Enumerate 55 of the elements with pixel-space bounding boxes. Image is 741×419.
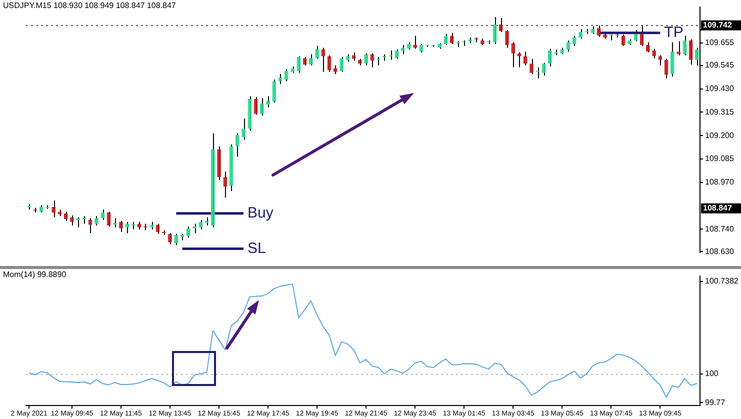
y-tick-label: 100.7382 bbox=[705, 276, 739, 286]
y-tick-label: 108.630 bbox=[705, 246, 734, 256]
y-tick-label: 109.545 bbox=[705, 60, 734, 70]
candlestick bbox=[498, 17, 503, 33]
candlestick bbox=[364, 52, 368, 66]
y-tick-label: 99.77 bbox=[705, 398, 726, 407]
y-tick-label: 108.740 bbox=[705, 224, 734, 234]
candlestick bbox=[652, 48, 656, 59]
candlestick bbox=[235, 132, 240, 158]
candlestick bbox=[186, 226, 190, 238]
candlestick bbox=[523, 51, 528, 66]
candlestick bbox=[530, 58, 534, 74]
candlestick bbox=[597, 25, 601, 38]
candlestick bbox=[100, 209, 104, 221]
candlestick bbox=[119, 220, 123, 233]
candlestick bbox=[125, 221, 129, 234]
candlestick bbox=[242, 118, 246, 140]
y-tick-label: 109.655 bbox=[705, 38, 734, 48]
chart-title: USDJPY.M15 108.930 108.949 108.847 108.847 bbox=[3, 1, 176, 10]
candlestick bbox=[174, 233, 178, 246]
series-label: TP bbox=[664, 24, 684, 41]
candlestick bbox=[260, 97, 264, 116]
candlestick bbox=[284, 68, 288, 82]
candlestick bbox=[223, 171, 228, 198]
candlestick bbox=[505, 29, 509, 48]
y-tick-label: 109.085 bbox=[705, 154, 734, 164]
series-label: SL bbox=[248, 240, 266, 257]
candlestick bbox=[622, 34, 626, 46]
y-tick-label: 109.430 bbox=[705, 84, 734, 94]
candlestick bbox=[511, 42, 516, 68]
y-tick-label: 108.970 bbox=[705, 178, 734, 187]
chart-title: Mom(14) 99.8890 bbox=[3, 270, 67, 280]
candlestick bbox=[168, 232, 172, 245]
candlestick bbox=[400, 44, 405, 55]
ref-line-label: 109.742 bbox=[703, 20, 732, 30]
candlestick bbox=[94, 216, 98, 226]
candlestick bbox=[309, 54, 313, 66]
candlestick bbox=[572, 35, 576, 46]
candlestick bbox=[70, 214, 74, 226]
candlestick bbox=[578, 28, 582, 40]
y-tick-label: 109.315 bbox=[705, 107, 734, 116]
candlestick bbox=[340, 56, 344, 72]
candlestick bbox=[646, 42, 650, 53]
text: 108.847 bbox=[703, 204, 732, 213]
y-tick-label: 100 bbox=[705, 369, 719, 378]
candlestick bbox=[670, 42, 674, 78]
y-tick-label: 109.200 bbox=[705, 130, 734, 140]
candlestick bbox=[198, 220, 203, 230]
candlestick bbox=[315, 45, 319, 60]
series-label: Buy bbox=[248, 204, 274, 222]
candlestick bbox=[266, 96, 270, 108]
candlestick bbox=[52, 200, 56, 218]
candlestick bbox=[658, 54, 662, 66]
candlestick bbox=[278, 73, 282, 85]
candlestick bbox=[548, 48, 552, 67]
